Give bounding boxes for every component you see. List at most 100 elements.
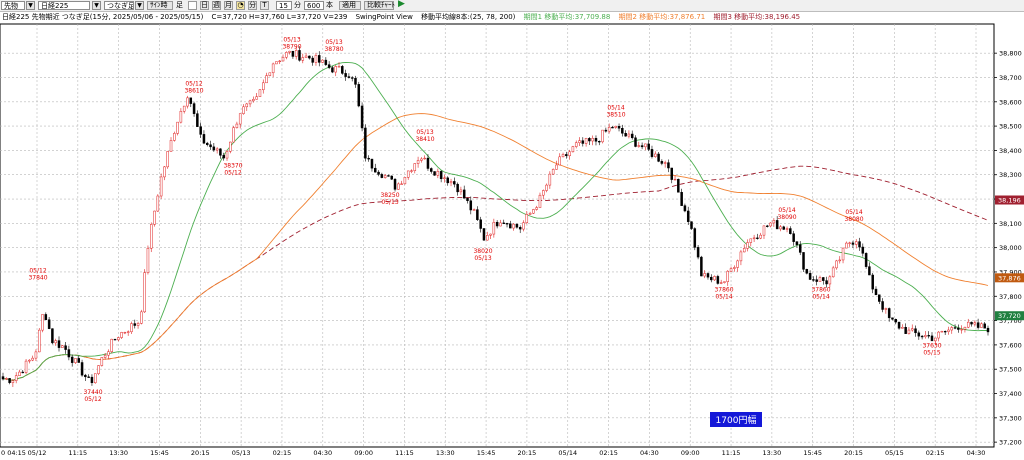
candle	[910, 324, 914, 332]
calendar-icon[interactable]: 日	[200, 1, 209, 10]
symbol-dropdown-icon[interactable]: ▼	[92, 1, 101, 10]
x-tick-label: 13:30	[109, 449, 128, 457]
compare-chart-button[interactable]: 比較ﾁｬｰﾄ	[364, 1, 395, 10]
candle	[176, 121, 179, 136]
candle-body	[331, 67, 334, 73]
candle	[37, 327, 41, 353]
tick-icon[interactable]: T	[260, 1, 269, 10]
candle-body	[387, 175, 390, 177]
chart-type-button[interactable]: ｻｲﾝ時	[147, 1, 173, 10]
candle	[126, 330, 130, 336]
candle-body	[644, 143, 647, 148]
blank-icon[interactable]	[188, 1, 197, 10]
candle	[854, 239, 858, 249]
candle	[252, 96, 255, 103]
candle-body	[41, 314, 44, 331]
candle-body	[311, 57, 314, 63]
candle-body	[920, 335, 924, 338]
candle	[522, 220, 525, 232]
candle	[268, 72, 272, 77]
candle	[281, 54, 285, 62]
candle	[103, 353, 107, 360]
candle-body	[940, 330, 944, 333]
candle-body	[578, 140, 581, 143]
swing-label-price: 38790	[282, 44, 301, 51]
candle-body	[446, 177, 449, 184]
candle	[275, 61, 278, 65]
candle-body	[934, 337, 937, 342]
candle-body	[502, 222, 505, 224]
candle-body	[591, 138, 594, 142]
candle-body	[775, 220, 779, 230]
candle	[667, 159, 670, 173]
candle	[87, 374, 90, 378]
candle-body	[927, 335, 930, 337]
candle-body	[153, 210, 156, 225]
candle	[100, 357, 104, 367]
candle	[311, 55, 314, 66]
minute-icon[interactable]: 分	[248, 1, 257, 10]
market-select[interactable]: 先物	[1, 1, 25, 10]
candle	[31, 355, 34, 362]
candle	[472, 208, 476, 211]
candle-body	[80, 362, 84, 376]
right-marker-box	[995, 311, 1024, 321]
apply-button[interactable]: 適用	[339, 1, 361, 10]
candle-body	[28, 359, 31, 362]
symbol-select[interactable]: 日経225	[38, 1, 90, 10]
y-tick-label: 37,200	[999, 439, 1022, 447]
candle-body	[34, 351, 38, 359]
candle-body	[561, 154, 565, 158]
toolbar: 先物 ▼ 日経225 ▼ つなぎ足 ▼ ｻｲﾝ時 足 日 週 月 ◔ 分 T 1…	[0, 0, 1024, 12]
candle	[739, 249, 743, 266]
candle-body	[337, 66, 341, 68]
candle-body	[479, 219, 482, 229]
candle	[462, 185, 466, 199]
y-tick-label: 37,800	[999, 293, 1022, 301]
candle-body	[947, 329, 950, 332]
clock-icon[interactable]: ◔	[236, 1, 245, 10]
candle	[397, 182, 400, 190]
candle-body	[255, 96, 258, 100]
market-dropdown-icon[interactable]: ▼	[26, 1, 35, 10]
candle-body	[327, 64, 331, 68]
month-icon[interactable]: 月	[224, 1, 233, 10]
candle	[568, 149, 571, 160]
go-icon[interactable]: ▶	[398, 0, 405, 9]
candle-body	[670, 167, 673, 180]
candle	[380, 172, 384, 179]
y-tick-label: 38,500	[999, 123, 1022, 131]
candle	[970, 321, 973, 327]
candle	[627, 130, 631, 139]
candle-body	[686, 210, 690, 222]
candle-body	[456, 183, 459, 193]
week-icon[interactable]: 週	[212, 1, 221, 10]
candle	[637, 141, 641, 148]
candle	[202, 130, 206, 145]
adjust-dropdown-icon[interactable]: ▼	[135, 1, 144, 10]
candle	[752, 234, 756, 242]
candle	[614, 125, 617, 129]
interval-input[interactable]: 15	[276, 1, 292, 10]
candle-body	[733, 267, 736, 269]
candle-body	[110, 338, 113, 352]
swing-label-price: 38410	[415, 136, 434, 143]
adjust-select[interactable]: つなぎ足	[104, 1, 134, 10]
candle	[123, 331, 127, 335]
candle	[5, 377, 8, 381]
candle-body	[186, 97, 189, 107]
swing-label-date: 05/14	[845, 209, 862, 216]
candle-body	[314, 55, 318, 63]
candle	[285, 51, 288, 60]
candle	[262, 79, 265, 94]
swing-label-price: 38610	[184, 87, 203, 94]
candle-body	[275, 61, 278, 65]
candle-body	[930, 335, 934, 342]
count-input[interactable]: 600	[304, 1, 324, 10]
candle-body	[512, 223, 515, 229]
candle-body	[518, 227, 522, 230]
view-mode: SwingPoint View	[355, 13, 413, 21]
candle-body	[21, 371, 25, 374]
candle-body	[268, 72, 272, 76]
